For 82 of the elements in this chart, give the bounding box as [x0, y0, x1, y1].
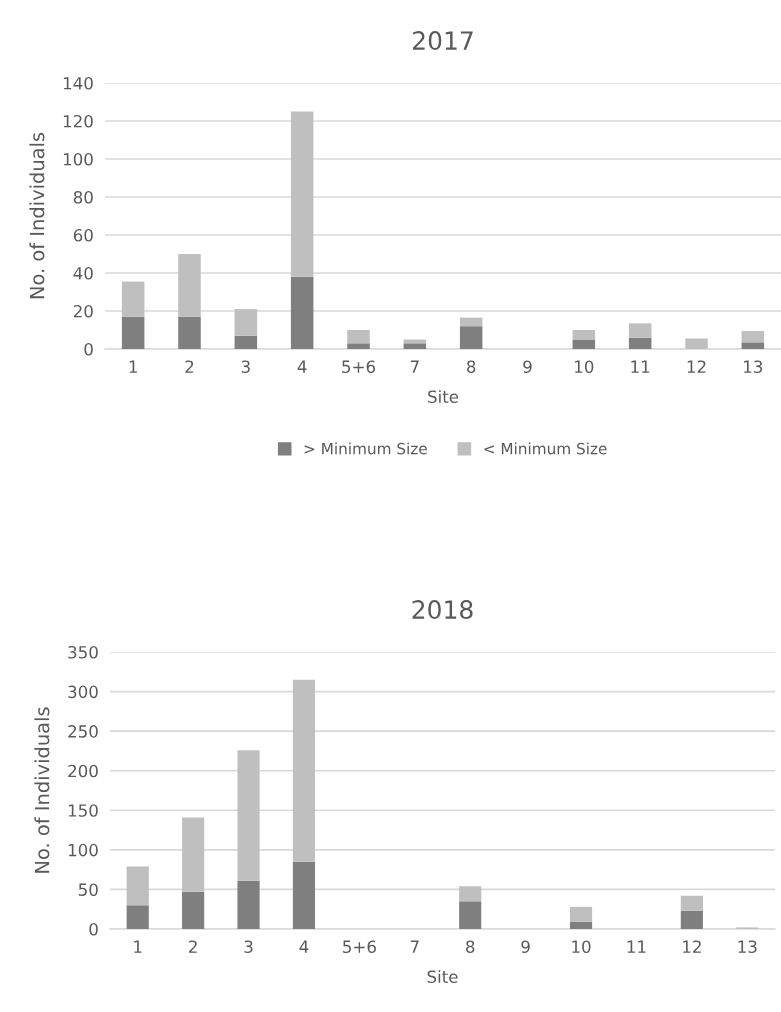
- bar: [741, 330, 765, 343]
- bar: [572, 330, 596, 340]
- x-tick-label: 3: [244, 940, 253, 954]
- bar: [741, 342, 765, 349]
- x-tick-label: 5+6: [342, 360, 376, 374]
- bar: [685, 338, 708, 349]
- x-axis-title: Site: [428, 390, 459, 404]
- x-tick-label: 13: [738, 940, 757, 954]
- x-tick-label: 9: [521, 940, 530, 954]
- bar: [572, 339, 596, 349]
- x-tick-label: 1: [134, 940, 142, 953]
- x-tick-label: 2: [189, 940, 197, 953]
- bar: [178, 316, 201, 349]
- bar: [459, 317, 483, 327]
- x-tick-label: 10: [572, 940, 591, 954]
- x-tick-label: 1: [129, 360, 137, 373]
- bar: [178, 254, 201, 317]
- bar: [290, 111, 314, 277]
- y-tick-label: 20: [73, 304, 93, 318]
- y-tick-label: 40: [73, 266, 93, 280]
- y-tick-label: 140: [63, 76, 93, 90]
- y-tick-label: 350: [68, 645, 98, 659]
- bar: [237, 880, 260, 929]
- bar: [292, 861, 316, 929]
- y-tick-label: 250: [68, 725, 98, 738]
- y-tick-label: 120: [63, 114, 93, 128]
- legend-label: > Minimum Size: [304, 442, 427, 455]
- chart-title: 2018: [412, 600, 473, 620]
- bar: [459, 886, 482, 902]
- y-tick-label: 50: [78, 883, 98, 896]
- bar: [126, 866, 149, 906]
- x-tick-label: 5+6: [343, 940, 376, 954]
- bar: [347, 343, 370, 349]
- bar: [403, 343, 427, 349]
- x-tick-label: 11: [627, 940, 646, 953]
- bar: [628, 323, 652, 338]
- y-tick-label: 300: [68, 685, 98, 699]
- bar: [234, 309, 258, 336]
- x-tick-label: 13: [744, 360, 763, 374]
- legend-label: < Minimum Size: [484, 442, 607, 455]
- bar: [680, 910, 703, 929]
- y-tick-label: 60: [73, 228, 93, 242]
- bar: [459, 901, 482, 929]
- y-tick-label: 80: [73, 190, 93, 204]
- bar: [569, 921, 593, 929]
- y-tick-label: 0: [89, 922, 98, 936]
- bar: [121, 281, 145, 317]
- x-tick-label: 8: [466, 360, 476, 374]
- y-tick-label: 150: [68, 804, 98, 817]
- chart-title: 2017: [413, 31, 473, 51]
- bar: [121, 316, 145, 349]
- x-axis-title: Site: [427, 970, 458, 984]
- bar: [680, 895, 703, 911]
- bar: [126, 905, 149, 929]
- bar: [459, 326, 483, 349]
- bar: [569, 906, 593, 922]
- y-axis-title: No. of Individuals: [34, 707, 50, 873]
- x-tick-label: 12: [687, 360, 706, 373]
- y-tick-label: 0: [84, 342, 93, 356]
- bar: [628, 337, 652, 349]
- x-tick-label: 8: [466, 940, 475, 954]
- x-tick-label: 10: [575, 360, 594, 374]
- bar: [234, 335, 258, 349]
- y-tick-label: 200: [68, 764, 98, 778]
- x-tick-label: 7: [410, 360, 419, 373]
- x-tick-label: 7: [410, 940, 419, 953]
- x-tick-label: 3: [241, 360, 250, 374]
- bar: [292, 679, 316, 862]
- bar: [182, 817, 205, 892]
- bar: [290, 276, 314, 349]
- x-tick-label: 2: [185, 360, 194, 373]
- x-tick-label: 11: [631, 360, 650, 373]
- x-tick-label: 12: [683, 940, 701, 953]
- y-tick-label: 100: [63, 152, 93, 166]
- y-tick-label: 100: [68, 843, 98, 857]
- x-tick-label: 9: [523, 360, 532, 374]
- bar: [182, 891, 205, 929]
- bar: [237, 750, 260, 881]
- y-axis-title: No. of Individuals: [29, 132, 45, 299]
- bar: [347, 330, 370, 344]
- x-tick-label: 4: [297, 360, 307, 373]
- x-tick-label: 4: [299, 940, 309, 953]
